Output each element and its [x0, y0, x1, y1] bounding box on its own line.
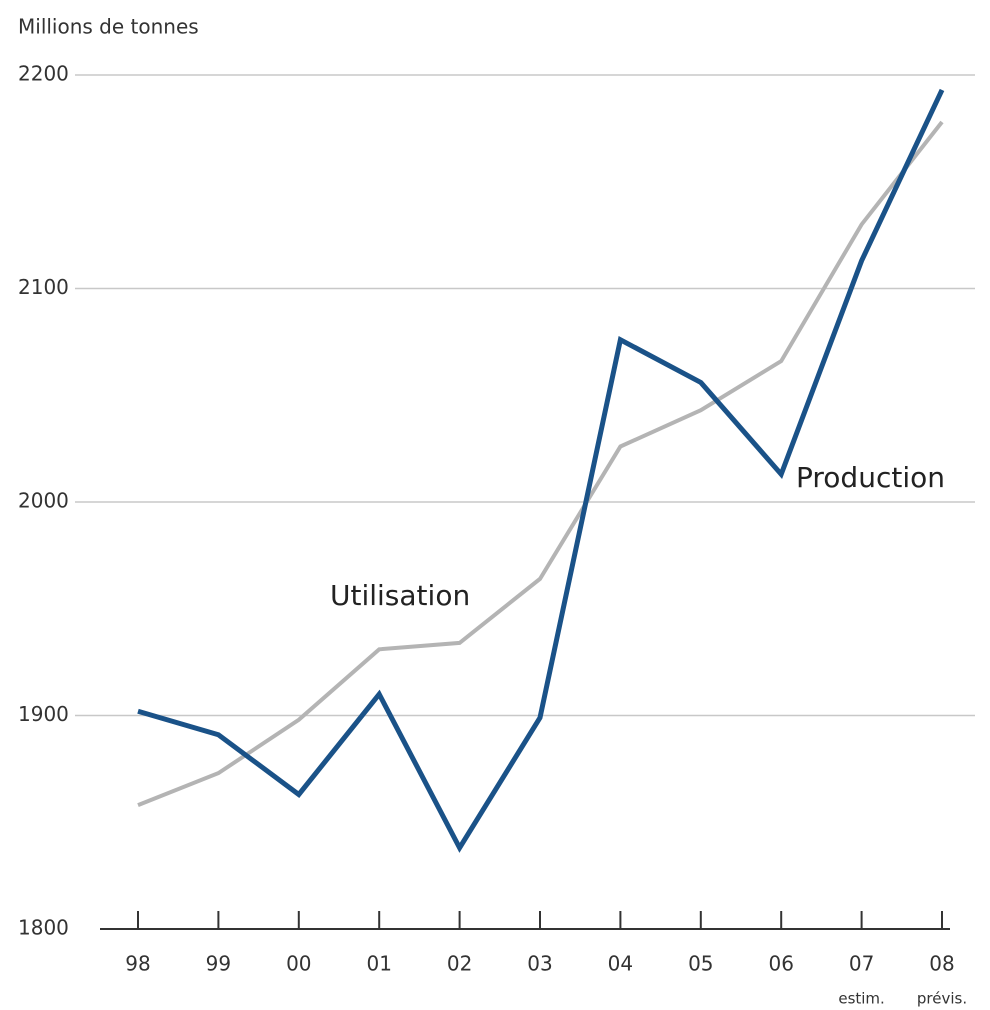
x-tick-label: 05 [688, 952, 713, 976]
y-tick-label: 2100 [18, 275, 69, 299]
x-tick-label: 01 [366, 952, 391, 976]
x-tick-note: prévis. [917, 990, 967, 1008]
x-tick-label: 08 [929, 952, 954, 976]
y-axis-label: Millions de tonnes [18, 15, 199, 39]
line-series [137, 88, 945, 853]
series-label: Production [796, 461, 945, 494]
x-tick-label: 99 [206, 952, 231, 976]
series-label: Utilisation [330, 579, 470, 612]
x-tick-label: 04 [608, 952, 633, 976]
x-tick-label: 03 [527, 952, 552, 976]
x-tick-label: 06 [768, 952, 793, 976]
x-tick-label: 07 [849, 952, 874, 976]
x-tick-label: 02 [447, 952, 472, 976]
line-series [137, 120, 944, 808]
y-tick-label: 2200 [18, 62, 69, 86]
x-tick-label: 98 [125, 952, 150, 976]
x-tick-label: 00 [286, 952, 311, 976]
y-tick-label: 2000 [18, 489, 69, 513]
x-tick-note: estim. [838, 990, 884, 1008]
y-tick-label: 1800 [18, 916, 69, 940]
y-tick-label: 1900 [18, 702, 69, 726]
